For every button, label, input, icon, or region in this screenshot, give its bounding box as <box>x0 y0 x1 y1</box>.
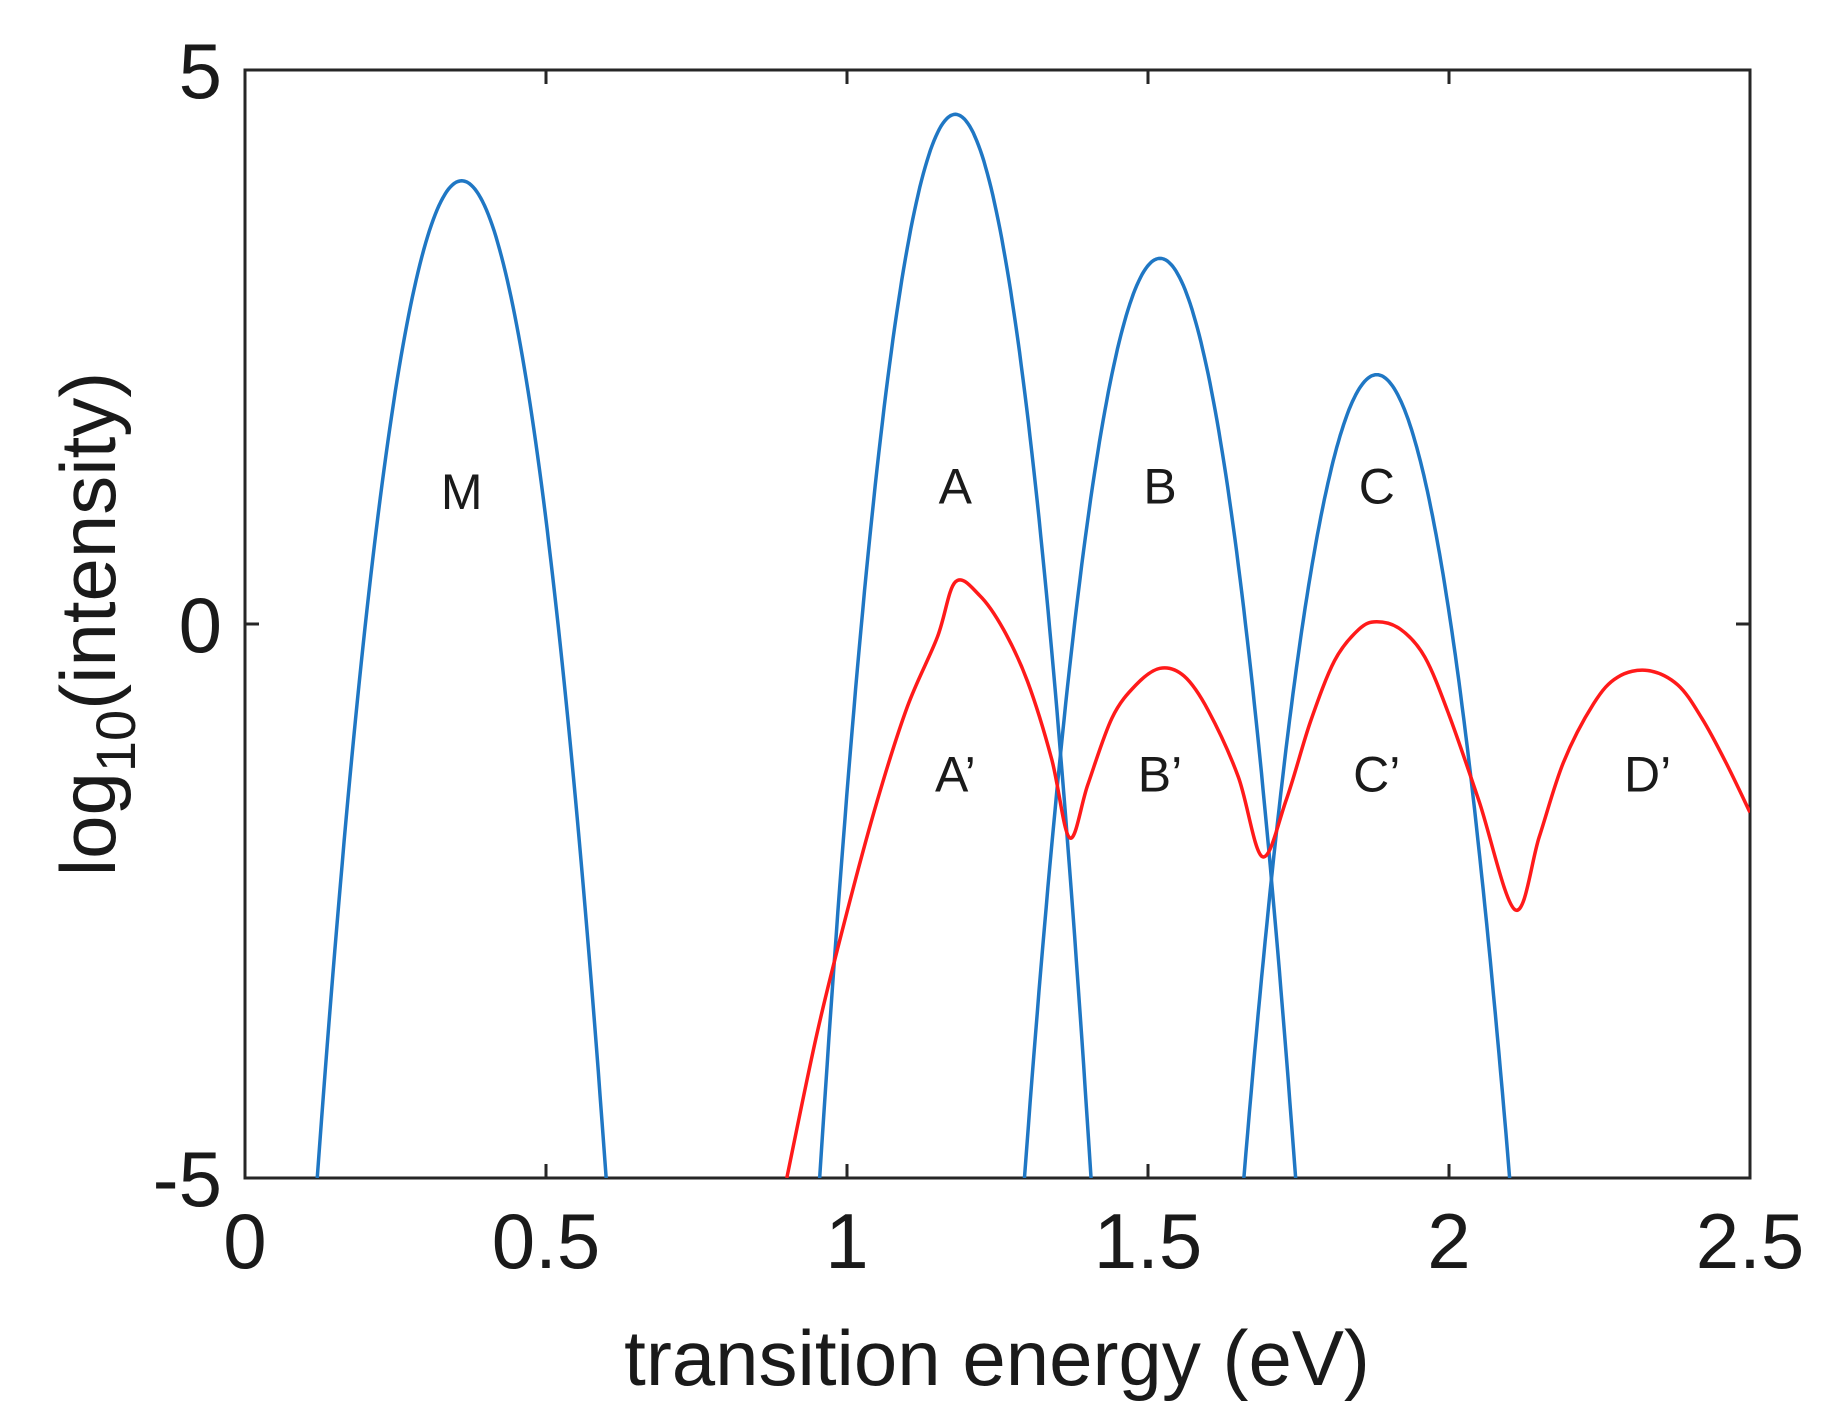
series-blue-peak <box>1242 372 1512 1178</box>
peak-label: B <box>1143 459 1176 515</box>
series-blue-peak <box>817 112 1093 1178</box>
x-tick-label: 0.5 <box>492 1197 600 1285</box>
peak-label: D’ <box>1624 747 1671 803</box>
peak-label: C <box>1359 459 1395 515</box>
y-axis-label-tail: (intensity) <box>44 372 132 710</box>
peak-label: M <box>441 464 483 520</box>
y-axis-label: log10(intensity) <box>44 372 147 876</box>
series-red-line <box>785 578 1750 1178</box>
x-tick-label: 2.5 <box>1696 1197 1804 1285</box>
y-axis-label-sub: 10 <box>84 710 147 772</box>
x-axis-label: transition energy (eV) <box>624 1314 1370 1402</box>
y-tick-label: 5 <box>179 27 222 115</box>
y-tick-label: 0 <box>179 581 222 669</box>
series-layer <box>315 112 1750 1178</box>
series-blue-peak <box>1022 256 1298 1178</box>
plot-frame <box>243 68 1752 1180</box>
x-tick-labels: 0 0.5 1 1.5 2 2.5 <box>223 1197 1804 1285</box>
y-tick-label: -5 <box>153 1135 222 1223</box>
peak-label: C’ <box>1353 747 1400 803</box>
y-tick-labels: -5 0 5 <box>153 27 222 1223</box>
x-tick-label: 0 <box>223 1197 266 1285</box>
peak-label: B’ <box>1138 747 1182 803</box>
x-tick-label: 1.5 <box>1094 1197 1202 1285</box>
peak-label: A’ <box>935 747 976 803</box>
tick-marks <box>243 68 1752 1180</box>
x-tick-label: 2 <box>1427 1197 1470 1285</box>
peak-label: A <box>939 459 973 515</box>
series-blue-peak <box>315 179 608 1178</box>
peak-labels: M A B C A’ B’ C’ D’ <box>441 459 1671 803</box>
x-tick-label: 1 <box>825 1197 868 1285</box>
y-axis-label-main: log <box>44 772 132 876</box>
